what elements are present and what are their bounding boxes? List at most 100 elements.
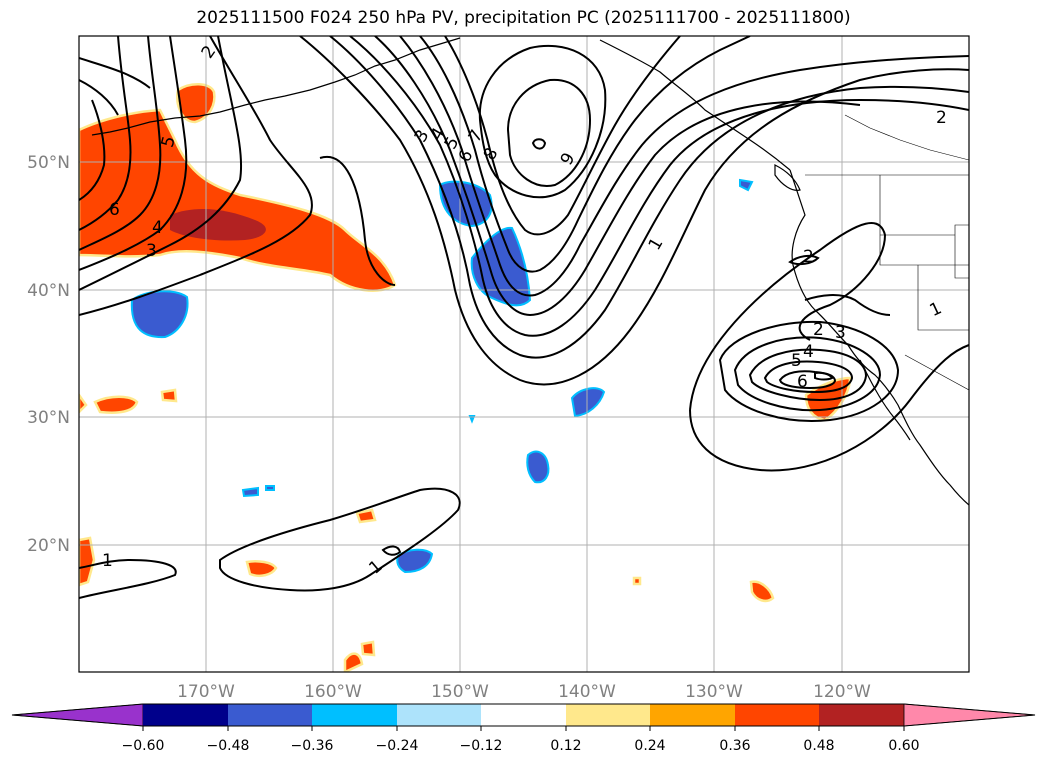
pv-contour bbox=[329, 36, 969, 359]
pv-contour bbox=[506, 78, 592, 187]
contour-label: 4 bbox=[152, 218, 163, 238]
precip-positive-patch bbox=[160, 388, 178, 403]
baja-peninsula bbox=[859, 359, 911, 441]
contour-label: 4 bbox=[803, 342, 814, 362]
pv-contour bbox=[718, 320, 900, 422]
pv-contour bbox=[374, 36, 861, 317]
pv-contour bbox=[689, 344, 969, 472]
colorbar-tick-label: −0.60 bbox=[122, 738, 165, 754]
pv-contour bbox=[531, 138, 547, 150]
precip-negative-patch bbox=[739, 178, 754, 192]
lat-label-50n: 50°N bbox=[27, 153, 70, 173]
pv-contour bbox=[733, 336, 882, 412]
pv-contour bbox=[444, 36, 681, 236]
pv-contour bbox=[349, 36, 969, 337]
contour-label: 5 bbox=[791, 351, 802, 371]
colorbar-segment bbox=[481, 704, 566, 726]
lon-label-130w: 130°W bbox=[685, 682, 743, 702]
pv-contour bbox=[788, 254, 820, 266]
colorbar-tick-label: 0.60 bbox=[888, 738, 919, 754]
lon-label-170w: 170°W bbox=[177, 682, 235, 702]
precip-negative-patch bbox=[526, 450, 550, 484]
contour-label: 2 bbox=[803, 247, 814, 267]
pv-contour bbox=[478, 44, 607, 199]
colorbar-segment bbox=[650, 704, 735, 726]
plot-area bbox=[79, 36, 969, 672]
precip-positive-patch bbox=[355, 508, 377, 524]
pv-contour bbox=[319, 155, 396, 286]
colorbar-tick-label: −0.36 bbox=[291, 738, 334, 754]
contour-label: 5 bbox=[158, 134, 180, 150]
precip-positive-patch bbox=[343, 652, 364, 672]
latitude-labels: 50°N 40°N 30°N 20°N bbox=[27, 153, 70, 556]
colorbar-tick-label: −0.48 bbox=[207, 738, 250, 754]
colorbar-segment bbox=[566, 704, 650, 726]
pv-contour bbox=[219, 487, 461, 592]
plot-frame bbox=[78, 35, 970, 673]
precip-positive-patch bbox=[79, 536, 96, 587]
colorbar-segment bbox=[312, 704, 397, 726]
pv-contour bbox=[79, 36, 132, 231]
coastlines bbox=[91, 37, 969, 506]
colorbar: −0.60 −0.48 −0.36 −0.24 −0.12 0.12 0.24 … bbox=[11, 703, 1036, 754]
pv-contour bbox=[79, 36, 188, 271]
colorbar-tick-label: 0.24 bbox=[634, 738, 665, 754]
precip-negative-patch bbox=[130, 290, 189, 339]
pv-contour bbox=[399, 36, 969, 297]
precip-positive-patch bbox=[245, 560, 278, 577]
alaska-coast bbox=[599, 39, 791, 171]
pv-contour bbox=[814, 371, 834, 381]
precip-positive-patch bbox=[749, 580, 775, 603]
colorbar-tick-labels: −0.60 −0.48 −0.36 −0.24 −0.12 0.12 0.24 … bbox=[122, 738, 920, 754]
vancouver-island bbox=[774, 164, 801, 191]
longitude-labels: 170°W 160°W 150°W 140°W 130°W 120°W bbox=[177, 682, 871, 702]
colorbar-tick-label: 0.12 bbox=[550, 738, 581, 754]
canada-interior bbox=[844, 114, 969, 161]
lon-label-140w: 140°W bbox=[558, 682, 616, 702]
pv-contour bbox=[778, 370, 837, 390]
contour-label: 2 bbox=[813, 320, 824, 340]
pv-contour bbox=[79, 79, 119, 116]
precip-positive-patch bbox=[632, 576, 642, 586]
colorbar-ticks bbox=[142, 726, 905, 731]
pv-contour bbox=[381, 545, 402, 556]
pv-contour bbox=[79, 36, 243, 291]
colorbar-segment bbox=[819, 704, 904, 726]
precip-positive-patch bbox=[93, 395, 139, 414]
contour-label: 1 bbox=[102, 551, 113, 571]
map-title: 2025111500 F024 250 hPa PV, precipitatio… bbox=[196, 8, 851, 28]
pv-contour bbox=[748, 348, 868, 402]
pv-contour bbox=[689, 222, 887, 411]
precip-positive-patch bbox=[360, 640, 376, 657]
pv-contour bbox=[763, 360, 854, 394]
pv-contour bbox=[79, 558, 177, 599]
precip-negative-patch bbox=[570, 387, 606, 418]
contour-label: 6 bbox=[109, 200, 120, 220]
pv-contour bbox=[79, 36, 313, 316]
political-borders bbox=[805, 114, 969, 391]
pv-contour bbox=[804, 294, 891, 316]
aleutian-islands bbox=[91, 37, 461, 136]
pv-contour bbox=[79, 99, 106, 201]
colorbar-segment bbox=[143, 704, 228, 726]
colorbar-tick-label: −0.24 bbox=[376, 738, 419, 754]
contour-label: 6 bbox=[797, 372, 808, 392]
precip-negative-patch bbox=[396, 548, 434, 574]
precip-negative-patch bbox=[265, 485, 275, 491]
colorbar-segment bbox=[228, 704, 312, 726]
precip-dark-core bbox=[170, 208, 266, 241]
contour-label: 3 bbox=[146, 241, 157, 261]
colorbar-segment bbox=[397, 704, 481, 726]
pv-contour bbox=[79, 36, 162, 251]
lon-label-150w: 150°W bbox=[431, 682, 489, 702]
state-border bbox=[879, 175, 969, 266]
colorbar-extend-right bbox=[903, 703, 1036, 727]
colorbar-segment bbox=[735, 704, 819, 726]
lat-label-20n: 20°N bbox=[27, 536, 70, 556]
pv-contours bbox=[79, 36, 969, 599]
state-border bbox=[954, 224, 969, 279]
pv-contour bbox=[419, 36, 751, 273]
colorbar-tick-label: 0.36 bbox=[719, 738, 750, 754]
pv-contour bbox=[79, 57, 151, 89]
